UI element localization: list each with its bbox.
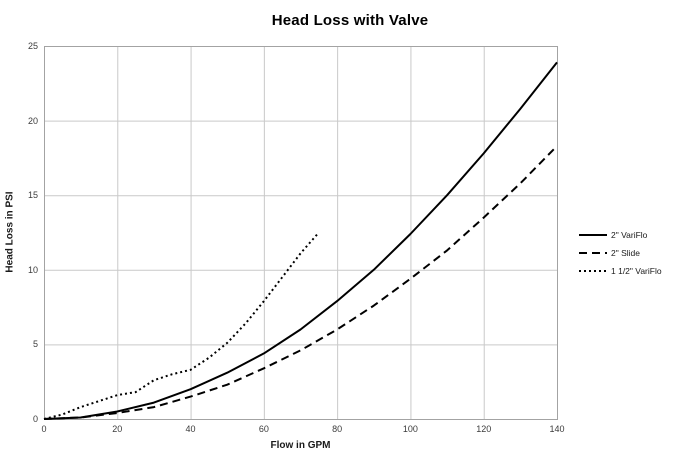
dashed-line-sample-icon <box>579 252 607 254</box>
y-tick-label: 25 <box>27 41 38 51</box>
y-tick-label: 5 <box>32 339 38 350</box>
y-tick-label: 15 <box>27 190 38 201</box>
x-tick-label: 140 <box>549 424 565 434</box>
series-curve-2 <box>43 231 320 420</box>
legend-label: 2" Slide <box>611 248 641 258</box>
legend-item-1-5in-variflo: 1 1/2" VariFlo <box>579 262 679 280</box>
legend-label: 2" VariFlo <box>611 230 648 240</box>
legend-item-2in-slide: 2" Slide <box>579 244 679 262</box>
solid-line-sample-icon <box>579 234 607 236</box>
dotted-line-sample-icon <box>579 270 607 272</box>
legend: 2" VariFlo 2" Slide 1 1/2" VariFlo <box>579 226 679 280</box>
x-tick-label: 40 <box>185 424 196 434</box>
chart-title: Head Loss with Valve <box>271 12 429 29</box>
y-tick-label: 10 <box>27 264 38 275</box>
y-tick-label: 0 <box>32 414 38 424</box>
legend-item-2in-variflo: 2" VariFlo <box>579 226 679 244</box>
legend-label: 1 1/2" VariFlo <box>611 266 662 276</box>
x-tick-label: 0 <box>41 424 47 434</box>
plot-border <box>44 46 558 420</box>
x-axis-title: Flow in GPM <box>270 440 331 451</box>
y-tick-label: 20 <box>27 115 38 126</box>
x-tick-label: 60 <box>258 424 269 434</box>
x-tick-label: 80 <box>332 424 343 434</box>
x-tick-label: 20 <box>112 424 123 434</box>
series-curve-0 <box>43 61 558 420</box>
x-tick-label: 100 <box>402 424 418 434</box>
series-curve-1 <box>43 145 558 420</box>
x-tick-label: 120 <box>476 424 492 434</box>
